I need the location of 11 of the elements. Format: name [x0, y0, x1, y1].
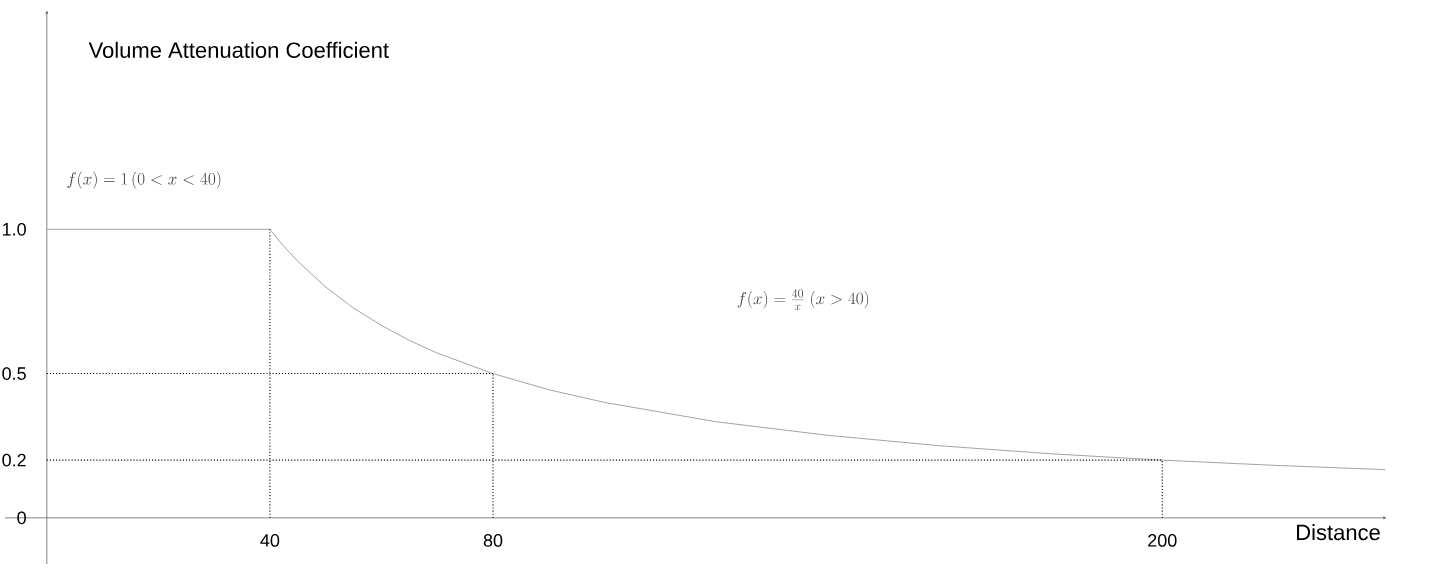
y-tick-label: 0.5 — [2, 367, 26, 380]
y-tick-label: 0.2 — [2, 453, 26, 467]
x-tick-label: 40 — [260, 534, 280, 547]
x-tick-label: 80 — [483, 534, 503, 547]
y-tick-label: 1.0 — [2, 222, 26, 236]
annotation: $f(x) = \frac{40}{x}\;(x > 40)$ — [737, 289, 869, 311]
y-axis-title: Volume Attenuation Coefficient — [88, 41, 389, 58]
x-axis-title: Distance — [1297, 524, 1380, 541]
x-tick-label: 200 — [1148, 534, 1177, 547]
y-tick-label: 0 — [17, 511, 26, 525]
annotation: $f(x) = 1\,(0 < x < 40)$ — [67, 171, 221, 189]
